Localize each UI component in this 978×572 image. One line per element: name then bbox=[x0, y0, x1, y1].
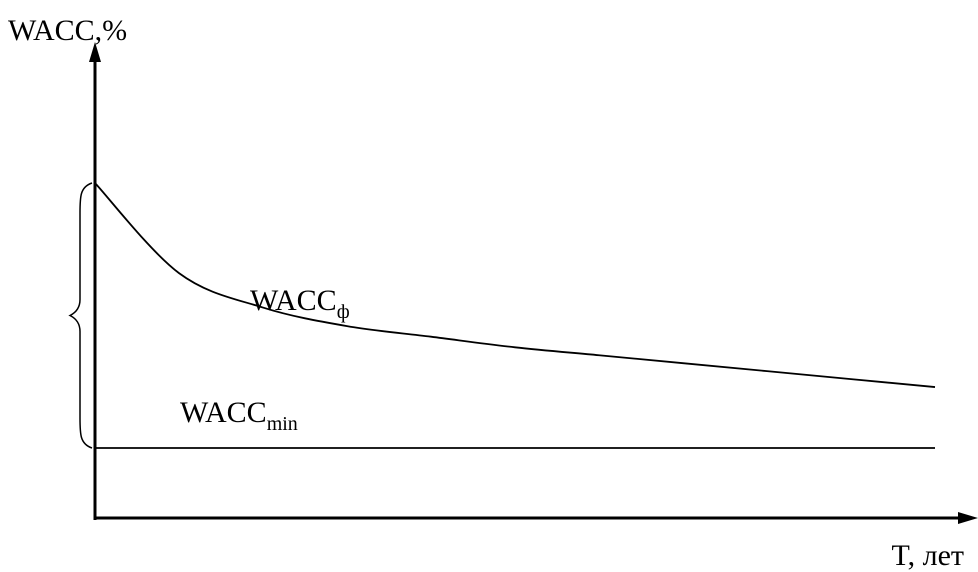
y-axis-arrow bbox=[89, 42, 101, 62]
y-axis-label: WACC,% bbox=[8, 14, 127, 47]
series-label-wacc-f-main: WACC bbox=[250, 284, 337, 317]
series-label-wacc-min: WACCmin bbox=[180, 396, 298, 435]
x-axis-arrow bbox=[958, 512, 978, 524]
series-label-wacc-f: WACCф bbox=[250, 284, 350, 323]
y-axis bbox=[89, 42, 101, 520]
range-brace bbox=[68, 182, 93, 449]
x-axis bbox=[95, 512, 978, 524]
series-label-wacc-min-sub: min bbox=[267, 413, 298, 435]
series-label-wacc-min-main: WACC bbox=[180, 396, 267, 429]
series-label-wacc-f-sub: ф bbox=[337, 301, 350, 323]
series-line-wacc-f bbox=[94, 182, 936, 388]
x-axis-label: T, лет bbox=[892, 539, 965, 572]
